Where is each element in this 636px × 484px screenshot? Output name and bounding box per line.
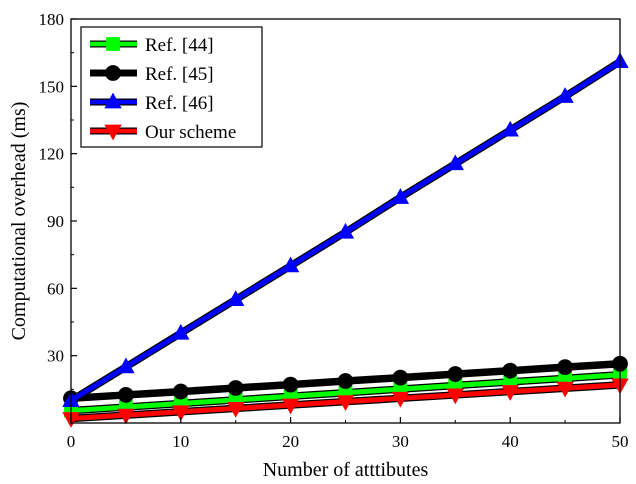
legend-item: Ref. [46] bbox=[90, 92, 214, 114]
data-point bbox=[172, 383, 189, 400]
x-tick-label: 10 bbox=[172, 432, 189, 451]
y-tick-label: 120 bbox=[39, 145, 65, 164]
data-point bbox=[282, 376, 299, 393]
data-point bbox=[337, 373, 354, 389]
data-point bbox=[281, 398, 300, 415]
data-point bbox=[227, 290, 245, 306]
data-point bbox=[446, 154, 464, 171]
y-tick-label: 60 bbox=[47, 279, 64, 298]
data-point bbox=[117, 357, 135, 374]
legend-label: Ref. [45] bbox=[145, 64, 214, 85]
data-point bbox=[227, 402, 245, 418]
data-point bbox=[392, 369, 409, 386]
legend-marker bbox=[104, 124, 122, 141]
x-tick-label: 0 bbox=[67, 432, 76, 451]
x-tick-label: 50 bbox=[612, 432, 629, 451]
data-point bbox=[172, 323, 190, 340]
data-point bbox=[391, 391, 410, 408]
data-point bbox=[391, 188, 410, 204]
legend-item: Ref. [44] bbox=[90, 35, 214, 56]
legend-marker bbox=[106, 37, 120, 51]
data-point bbox=[227, 380, 244, 396]
series-layer bbox=[62, 52, 629, 428]
y-tick-label: 180 bbox=[39, 10, 65, 29]
data-point bbox=[336, 222, 355, 239]
data-point bbox=[447, 366, 464, 382]
data-point bbox=[117, 408, 135, 425]
legend-label: Ref. [44] bbox=[145, 35, 214, 56]
x-tick-label: 40 bbox=[502, 432, 519, 451]
x-tick-label: 30 bbox=[392, 432, 409, 451]
data-point bbox=[501, 120, 519, 137]
series-4 bbox=[62, 378, 629, 428]
data-point bbox=[557, 359, 573, 376]
data-point bbox=[556, 87, 574, 103]
y-axis-title: Computational overhead (ms) bbox=[8, 102, 30, 341]
x-tick-label: 20 bbox=[282, 432, 299, 451]
data-point bbox=[446, 388, 464, 405]
legend-marker bbox=[104, 92, 122, 109]
data-point bbox=[502, 362, 519, 379]
data-point bbox=[281, 256, 300, 273]
data-point bbox=[556, 381, 574, 398]
legend: Ref. [44] Ref. [45] Ref. [46] Our scheme bbox=[80, 26, 263, 148]
data-point bbox=[118, 387, 134, 403]
y-tick-label: 90 bbox=[47, 212, 64, 231]
legend-marker bbox=[105, 65, 121, 81]
y-tick-label: 30 bbox=[47, 347, 64, 366]
data-point bbox=[336, 395, 355, 412]
legend-item: Our scheme bbox=[90, 122, 236, 143]
y-tick-label: 150 bbox=[39, 77, 65, 96]
axis-layer: 0 10 20 30 40 50 30 60 90 120 150 180 bbox=[39, 10, 629, 451]
x-axis-title: Number of atttibutes bbox=[263, 459, 429, 481]
series-3 bbox=[62, 52, 629, 407]
legend-label: Our scheme bbox=[145, 122, 236, 143]
data-point bbox=[172, 405, 190, 422]
data-point bbox=[501, 385, 519, 401]
legend-label: Ref. [46] bbox=[145, 93, 214, 114]
legend-item: Ref. [45] bbox=[90, 64, 214, 85]
